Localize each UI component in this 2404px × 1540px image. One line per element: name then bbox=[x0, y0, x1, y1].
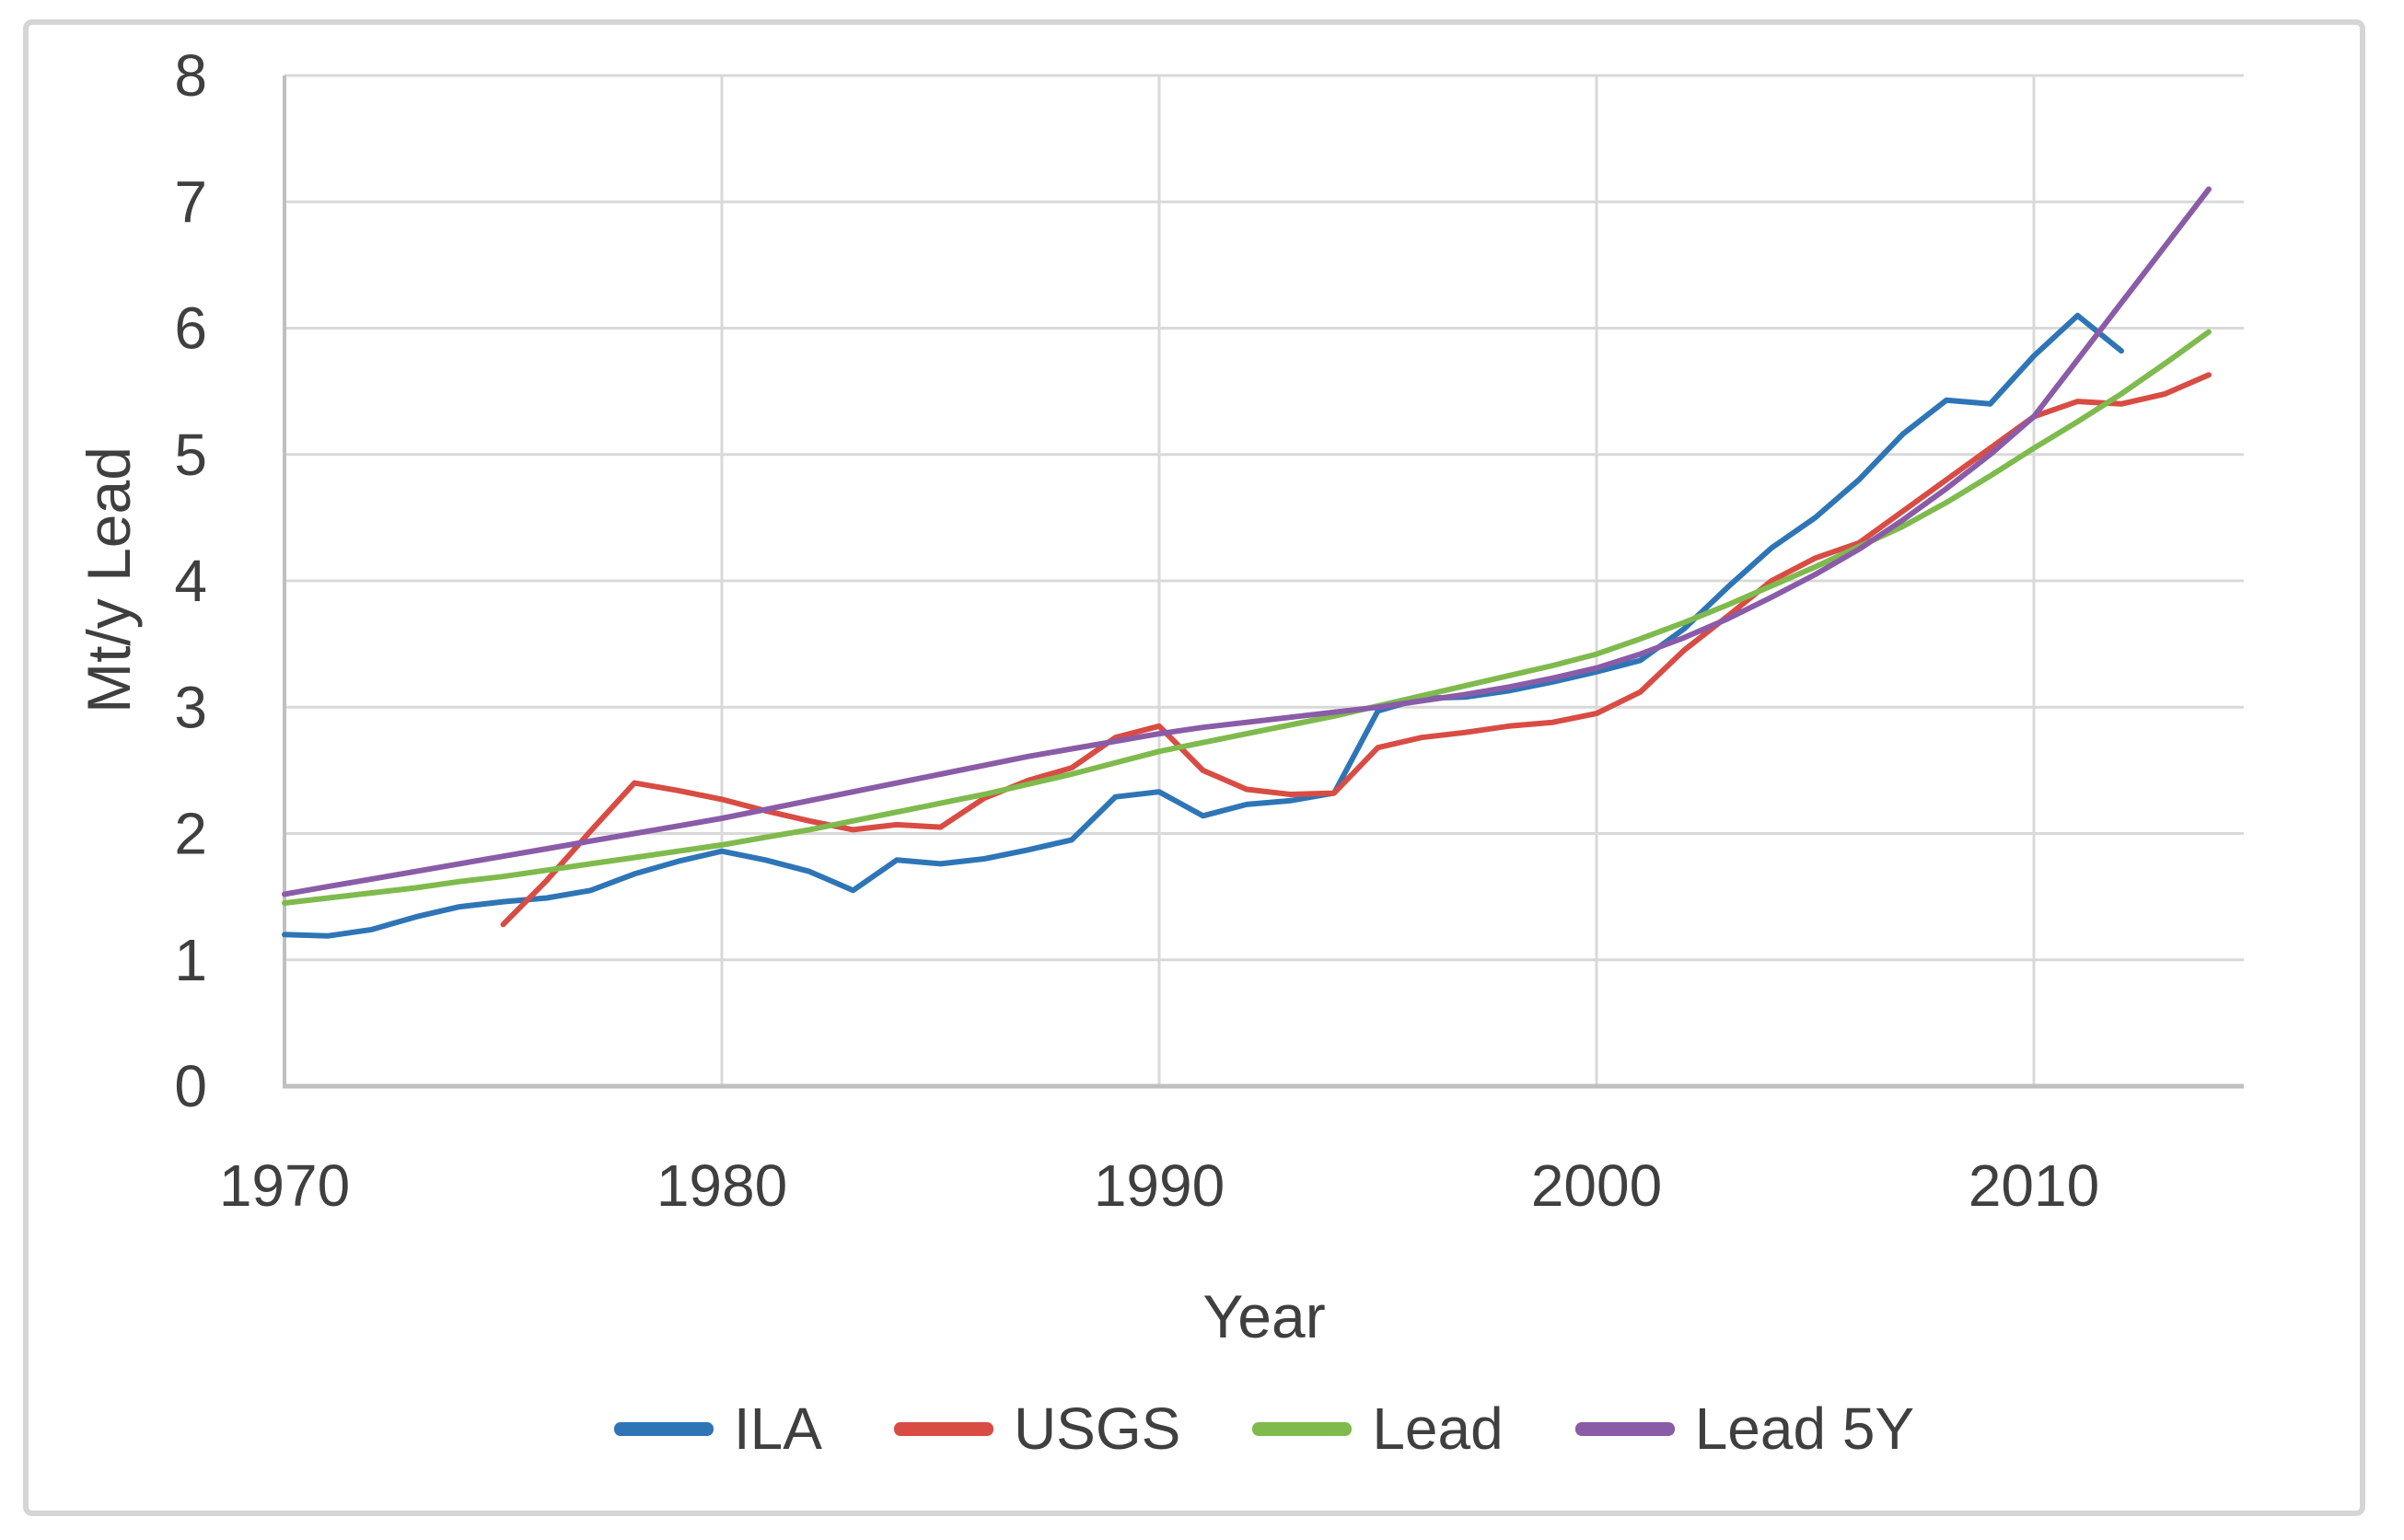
line-lead bbox=[282, 329, 2212, 906]
x-tick-label: 1980 bbox=[656, 1152, 787, 1219]
x-tick-label: 2000 bbox=[1531, 1152, 1662, 1219]
y-tick-label: 7 bbox=[174, 168, 207, 235]
legend-label-usgs: USGS bbox=[1013, 1395, 1181, 1462]
usgs-line-swatch-icon bbox=[893, 1421, 993, 1436]
legend-item-lead: Lead bbox=[1252, 1395, 1504, 1463]
legend-item-usgs: USGS bbox=[893, 1395, 1181, 1463]
y-axis-title: Mt/y Lead bbox=[75, 446, 143, 713]
y-tick-label: 0 bbox=[174, 1053, 207, 1119]
legend-item-ila: ILA bbox=[613, 1395, 822, 1463]
figure-border bbox=[23, 19, 2365, 1516]
y-tick-label: 1 bbox=[174, 927, 207, 993]
y-tick-label: 5 bbox=[174, 422, 207, 488]
x-tick-label: 1990 bbox=[1094, 1152, 1225, 1219]
legend-label-lead: Lead bbox=[1372, 1395, 1504, 1462]
y-tick-label: 3 bbox=[174, 674, 207, 740]
lead-5y-line-swatch-icon bbox=[1574, 1421, 1675, 1436]
legend-label-ila: ILA bbox=[733, 1395, 822, 1462]
legend-label-lead-5y: Lead 5Y bbox=[1694, 1395, 1915, 1462]
line-lead-5y bbox=[282, 186, 2212, 897]
legend-item-lead-5y: Lead 5Y bbox=[1574, 1395, 1915, 1463]
legend: ILA USGS Lead Lead 5Y bbox=[285, 1395, 2244, 1463]
y-tick-label: 8 bbox=[174, 42, 207, 109]
line-ila bbox=[282, 312, 2124, 939]
lead-line-swatch-icon bbox=[1252, 1421, 1353, 1436]
y-tick-label: 2 bbox=[174, 801, 207, 867]
line-usgs bbox=[500, 372, 2212, 928]
x-axis-title: Year bbox=[1202, 1282, 1326, 1350]
y-tick-label: 4 bbox=[174, 548, 207, 614]
x-tick-label: 1970 bbox=[219, 1152, 350, 1219]
ila-line-swatch-icon bbox=[613, 1421, 714, 1436]
y-tick-label: 6 bbox=[174, 295, 207, 362]
x-tick-label: 2010 bbox=[1968, 1152, 2099, 1219]
